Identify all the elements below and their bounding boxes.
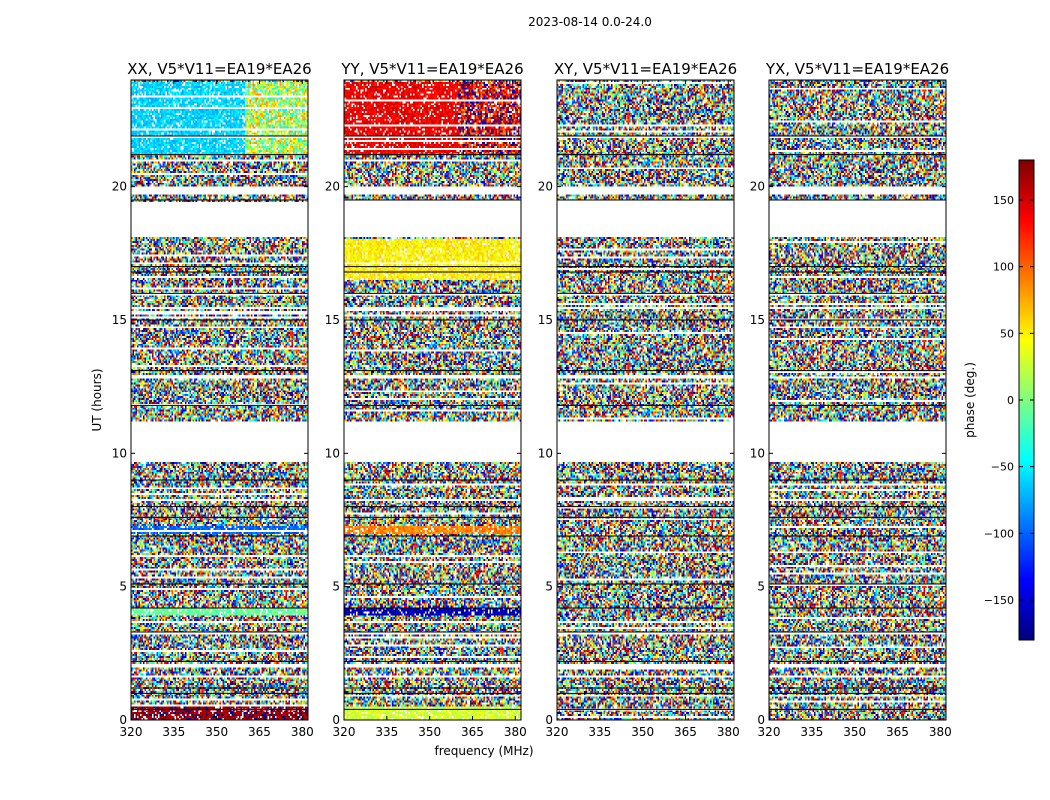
x-tick-label: 365 bbox=[674, 725, 697, 739]
y-tick-label: 5 bbox=[332, 580, 340, 594]
x-tick-label: 320 bbox=[120, 725, 143, 739]
x-tick-label: 380 bbox=[504, 725, 527, 739]
y-tick-label: 10 bbox=[750, 446, 765, 460]
x-tick-label: 320 bbox=[546, 725, 569, 739]
y-tick-label: 10 bbox=[112, 446, 127, 460]
y-tick-label: 0 bbox=[545, 713, 553, 727]
x-tick-label: 320 bbox=[758, 725, 781, 739]
colorbar: −150 −100 −50 0 50 100 150 bbox=[984, 159, 1035, 641]
x-tick-label: 365 bbox=[461, 725, 484, 739]
x-tick-label: 365 bbox=[248, 725, 271, 739]
y-tick-label: 20 bbox=[750, 180, 765, 194]
x-axis-label: frequency (MHz) bbox=[434, 744, 533, 758]
panel-title-xx: XX, V5*V11=EA19*EA26 bbox=[127, 60, 311, 78]
panel-title-yx: YX, V5*V11=EA19*EA26 bbox=[765, 60, 949, 78]
y-tick-label: 10 bbox=[538, 446, 553, 460]
y-tick-label: 20 bbox=[538, 180, 553, 194]
x-tick-label: 380 bbox=[929, 725, 952, 739]
x-tick-label: 350 bbox=[631, 725, 654, 739]
colorbar-tick-label: −50 bbox=[991, 461, 1014, 474]
panel-title-xy: XY, V5*V11=EA19*EA26 bbox=[554, 60, 737, 78]
y-tick-label: 0 bbox=[332, 713, 340, 727]
panel-frame bbox=[556, 79, 735, 721]
y-tick-label: 0 bbox=[757, 713, 765, 727]
x-tick-label: 335 bbox=[375, 725, 398, 739]
y-tick-label: 15 bbox=[750, 313, 765, 327]
phase-raster-xy bbox=[557, 80, 734, 720]
x-tick-label: 350 bbox=[843, 725, 866, 739]
y-tick-label: 20 bbox=[325, 180, 340, 194]
y-tick-label: 5 bbox=[545, 580, 553, 594]
x-tick-label: 320 bbox=[333, 725, 356, 739]
colorbar-label: phase (deg.) bbox=[963, 362, 977, 438]
panel-frame bbox=[768, 79, 947, 721]
colorbar-tick-label: 100 bbox=[993, 261, 1014, 274]
y-tick-label: 15 bbox=[112, 313, 127, 327]
y-tick-label: 15 bbox=[325, 313, 340, 327]
colorbar-tick-label: 0 bbox=[1007, 394, 1014, 407]
x-tick-label: 380 bbox=[291, 725, 314, 739]
phase-raster-yy bbox=[344, 80, 521, 720]
phase-raster-xx bbox=[131, 80, 308, 720]
x-tick-label: 350 bbox=[418, 725, 441, 739]
panel-frame bbox=[343, 79, 522, 721]
x-tick-label: 335 bbox=[588, 725, 611, 739]
colorbar-tick-label: −100 bbox=[984, 527, 1014, 540]
y-tick-label: 0 bbox=[119, 713, 127, 727]
panel-title-yy: YY, V5*V11=EA19*EA26 bbox=[340, 60, 523, 78]
panels-group: XX, V5*V11=EA19*EA26 320 335 350 365 380 0 5 10 1… bbox=[112, 60, 952, 739]
colorbar-tick-label: −150 bbox=[984, 594, 1014, 607]
x-tick-label: 380 bbox=[717, 725, 740, 739]
x-tick-label: 335 bbox=[800, 725, 823, 739]
x-tick-label: 350 bbox=[205, 725, 228, 739]
y-tick-label: 5 bbox=[119, 580, 127, 594]
x-tick-label: 335 bbox=[162, 725, 185, 739]
phase-raster-yx bbox=[769, 80, 946, 720]
colorbar-tick-label: 150 bbox=[993, 194, 1014, 207]
figure-suptitle: 2023-08-14 0.0-24.0 bbox=[528, 15, 652, 29]
y-tick-label: 10 bbox=[325, 446, 340, 460]
y-axis-label: UT (hours) bbox=[90, 368, 104, 431]
x-tick-label: 365 bbox=[886, 725, 909, 739]
y-tick-label: 5 bbox=[757, 580, 765, 594]
panel-frame bbox=[130, 79, 309, 721]
colorbar-tick-label: 50 bbox=[1000, 327, 1014, 340]
y-tick-label: 20 bbox=[112, 180, 127, 194]
y-tick-label: 15 bbox=[538, 313, 553, 327]
